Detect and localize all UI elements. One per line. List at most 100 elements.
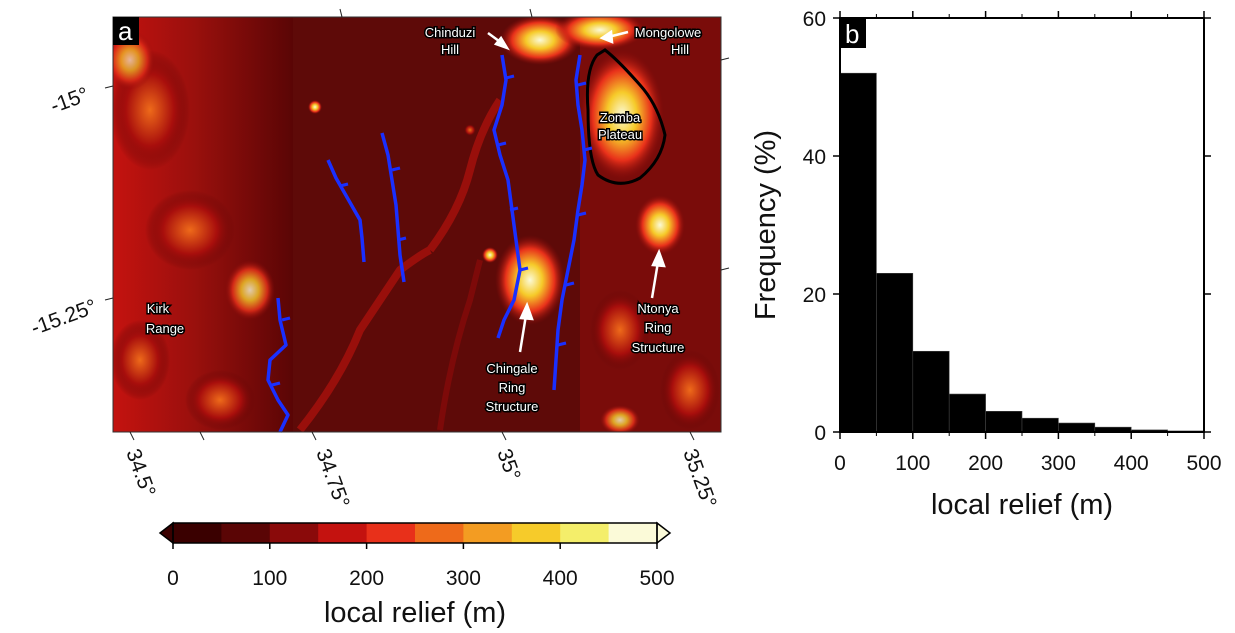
colorbar-tick-label: 200	[349, 567, 384, 590]
kirk-label-1: Kirk	[147, 301, 170, 316]
fault-ticks	[271, 74, 593, 387]
mongolowe-label-1: Mongolowe	[635, 25, 702, 40]
lon-tick-label: 35.25°	[678, 446, 720, 511]
y-tick-label: 60	[803, 8, 826, 31]
map-frame-ticks	[104, 8, 730, 441]
histogram-y-label: Frequency (%)	[750, 130, 782, 320]
kirk-label-2: Range	[146, 321, 184, 336]
zomba-label-1: Zomba	[600, 110, 641, 125]
colorbar-cell	[366, 523, 416, 543]
hill	[308, 100, 322, 114]
hill	[464, 124, 476, 136]
histogram-axes: 0 100 200 300 400 500 0 20 40 60	[803, 8, 1222, 475]
fault-3	[492, 54, 522, 339]
histogram-bar	[839, 72, 877, 433]
chingale-arrow-head	[519, 301, 534, 321]
colorbar-cell	[608, 523, 658, 543]
y-tick-label: 20	[803, 284, 826, 307]
histogram-panel: 0 100 200 300 400 500 0 20 40 60 b local relief (…	[750, 8, 1222, 521]
ntonya-arrow	[650, 261, 660, 299]
fault-kirk	[266, 297, 290, 433]
colorbar-cell	[221, 523, 271, 543]
zomba-relief	[580, 50, 664, 180]
x-tick-label: 300	[1041, 452, 1076, 475]
x-tick-label: 100	[895, 452, 930, 475]
colorbar-tick-label: 400	[543, 567, 578, 590]
colorbar-label: local relief (m)	[324, 597, 506, 629]
histogram-bar	[1021, 417, 1059, 433]
ntonya-arrow-head	[651, 248, 666, 268]
fault-1	[326, 159, 366, 263]
colorbar-min-arrow	[158, 521, 174, 545]
colorbar-ticks: 0 100 200 300 400 500	[167, 543, 675, 590]
river-channel	[296, 97, 504, 432]
chingale-label-2: Ring	[499, 380, 526, 395]
y-tick-label: 0	[814, 422, 826, 445]
panel-a-letter: a	[118, 16, 133, 46]
map-frame	[112, 16, 722, 433]
colorbar-cell	[318, 523, 368, 543]
histogram-bar	[985, 410, 1023, 433]
lon-tick-label: 34.5°	[121, 446, 159, 500]
lon-tick-label: 35°	[492, 446, 524, 484]
zomba-plateau-outline	[585, 48, 667, 185]
terrain-blob	[225, 260, 275, 320]
lat-tick-label: -15.25°	[28, 295, 100, 340]
mongolowe-label-2: Hill	[671, 42, 689, 57]
histogram-bar	[948, 393, 986, 433]
mongolowe-relief	[555, 17, 645, 50]
chingale-arrow	[518, 314, 528, 353]
chinduzi-label-2: Hill	[441, 42, 459, 57]
colorbar-max-arrow	[656, 521, 672, 545]
relief-map: a Chinduzi Hill Mongolowe Hill Zomba Pla…	[28, 8, 730, 511]
fault-4	[552, 54, 587, 391]
colorbar-cells	[173, 523, 658, 543]
zomba-label-2: Plateau	[598, 127, 642, 142]
colorbar-cell	[511, 523, 561, 543]
ntonya-label-2: Ring	[645, 320, 672, 335]
chinduzi-label-1: Chinduzi	[425, 25, 476, 40]
histogram-bar	[912, 350, 950, 433]
colorbar-cell	[173, 523, 222, 543]
panel-b-letter-box	[840, 18, 866, 48]
lat-tick-label: -15°	[47, 83, 91, 118]
terrain-blob	[113, 30, 155, 90]
colorbar-cell	[463, 523, 513, 543]
x-tick-label: 200	[968, 452, 1003, 475]
colorbar-tick-label: 500	[639, 567, 674, 590]
chingale-label-1: Chingale	[486, 361, 537, 376]
chingale-label-3: Structure	[486, 399, 539, 414]
panel-b-letter: b	[845, 19, 859, 49]
terrain-blob	[660, 350, 720, 430]
place-labels: Chinduzi Hill Mongolowe Hill Zomba Plate…	[144, 24, 702, 416]
ntonya-label-3: Structure	[632, 340, 685, 355]
histogram-x-label: local relief (m)	[931, 489, 1113, 521]
y-tick-label: 40	[803, 146, 826, 169]
panel-a-letter-box	[113, 17, 139, 45]
colorbar-tick-label: 300	[446, 567, 481, 590]
terrain-blob	[600, 405, 640, 432]
lon-tick-label: 34.75°	[311, 446, 353, 511]
colorbar-tick-label: 0	[167, 567, 179, 590]
river-channel	[437, 259, 483, 431]
terrain-blob	[590, 290, 650, 370]
ntonya-relief	[635, 195, 685, 255]
x-tick-label: 0	[834, 452, 846, 475]
fault-2	[380, 132, 406, 283]
colorbar: 0 100 200 300 400 500 local relief (m)	[158, 521, 675, 629]
hill	[482, 247, 498, 263]
terrain-blob	[145, 190, 235, 270]
histogram-bar	[876, 272, 914, 433]
colorbar-cell	[269, 523, 319, 543]
annotation-arrows	[487, 29, 666, 353]
ntonya-label-1: Ntonya	[637, 301, 679, 316]
colorbar-cell	[415, 523, 464, 543]
histogram-bar	[1058, 422, 1096, 433]
terrain-blob	[185, 370, 255, 430]
colorbar-frame	[172, 522, 658, 544]
colorbar-cell	[560, 523, 610, 543]
x-tick-label: 500	[1186, 452, 1221, 475]
x-tick-label: 400	[1114, 452, 1149, 475]
colorbar-tick-label: 100	[252, 567, 287, 590]
